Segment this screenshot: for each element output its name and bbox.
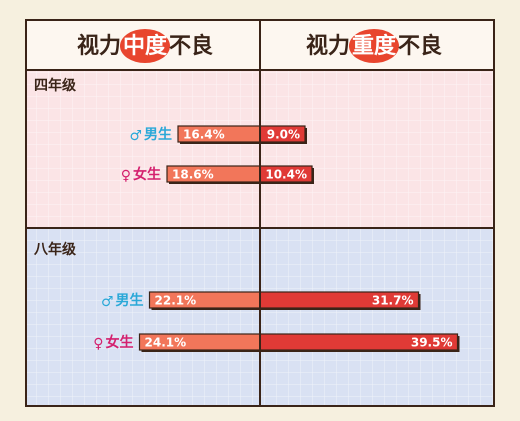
- header-moderate-suffix: 不良: [169, 33, 213, 59]
- gender-symbol-icon-1-1: ♀: [93, 336, 103, 352]
- row-label-1-1: 女生: [106, 334, 134, 351]
- value-moderate-0-0: 16.4%: [183, 128, 225, 142]
- gender-symbol-icon-1-0: ♂: [101, 294, 114, 310]
- header-severe-highlight: 重度: [352, 33, 397, 59]
- value-severe-0-1: 10.4%: [265, 168, 307, 182]
- header-moderate-highlight: 中度: [123, 33, 168, 59]
- gender-symbol-icon-0-0: ♂: [129, 128, 142, 144]
- header-moderate-blob: [120, 29, 170, 63]
- value-severe-1-0: 31.7%: [372, 294, 414, 308]
- row-label-0-0: 男生: [144, 126, 172, 143]
- value-severe-0-0: 9.0%: [267, 128, 300, 142]
- value-severe-1-1: 39.5%: [411, 336, 453, 350]
- grade-title-0: 四年级: [34, 77, 77, 94]
- value-moderate-0-1: 18.6%: [172, 168, 214, 182]
- grade-title-1: 八年级: [33, 241, 77, 258]
- row-label-1-0: 男生: [116, 292, 144, 309]
- table-border: [25, 19, 495, 407]
- value-moderate-1-1: 24.1%: [145, 336, 187, 350]
- header-moderate: 视力 中度 不良: [77, 29, 213, 63]
- header-severe: 视力 重度 不良: [306, 29, 442, 63]
- row-label-0-1: 女生: [133, 166, 161, 183]
- value-moderate-1-0: 22.1%: [155, 294, 197, 308]
- gender-symbol-icon-0-1: ♀: [121, 168, 131, 184]
- header-severe-blob: [349, 29, 399, 63]
- header-severe-prefix: 视力: [306, 33, 350, 59]
- header-moderate-prefix: 视力: [77, 33, 121, 59]
- header-severe-suffix: 不良: [398, 33, 442, 59]
